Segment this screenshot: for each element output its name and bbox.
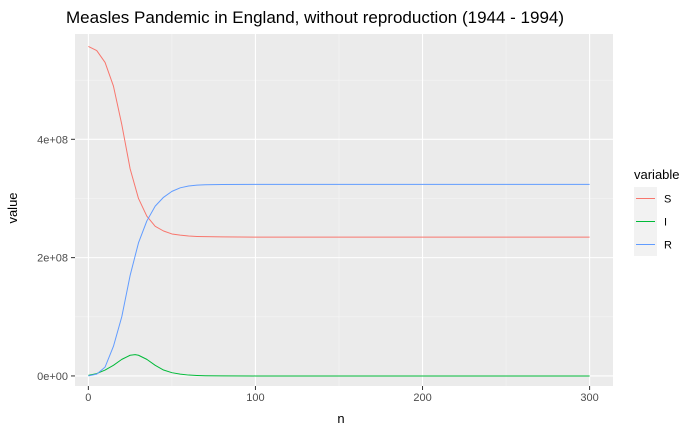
x-tick-label: 100 — [246, 392, 264, 404]
x-tick-label: 300 — [580, 392, 598, 404]
series-line-s — [88, 45, 590, 238]
panel-background — [75, 34, 613, 386]
series-line-r — [88, 183, 590, 377]
legend-title: variable — [634, 167, 680, 182]
legend-label-s: S — [664, 194, 671, 206]
x-tick-label: 0 — [85, 392, 91, 404]
series-lines — [88, 45, 590, 377]
legend: variable SIR — [634, 167, 680, 256]
x-tick-label: 200 — [413, 392, 431, 404]
y-tick-label: 2e+08 — [37, 253, 68, 265]
y-tick-label: 0e+00 — [37, 371, 68, 383]
series-line-i — [88, 354, 590, 377]
legend-label-r: R — [664, 240, 672, 252]
plot-panel — [75, 34, 613, 386]
x-axis-title: n — [337, 411, 344, 426]
y-tick-label: 4e+08 — [37, 134, 68, 146]
legend-label-i: I — [664, 217, 667, 229]
grid — [75, 34, 613, 386]
chart-title: Measles Pandemic in England, without rep… — [66, 8, 564, 27]
y-axis-title: value — [5, 192, 20, 223]
axes: 0 100 200 300 0e+00 2e+08 4e+08 — [37, 134, 599, 404]
